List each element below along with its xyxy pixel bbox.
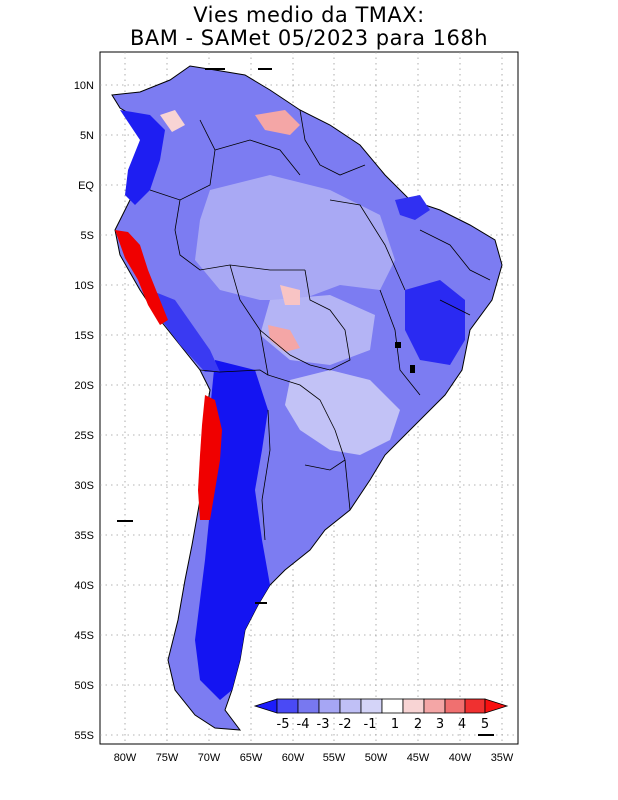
colorbar-label: -3 (317, 717, 330, 732)
lat-tick-label: 10N (74, 80, 94, 92)
colorbar-label: 1 (391, 717, 399, 732)
colorbar-label: -1 (364, 717, 377, 732)
lon-tick-label: 50W (365, 752, 388, 764)
colorbar-swatch (402, 698, 425, 714)
lon-tick-label: 40W (449, 752, 472, 764)
lat-tick-label: 10S (74, 280, 94, 292)
colorbar-label: 3 (436, 717, 444, 732)
strong-negative-bias-region (120, 110, 165, 205)
colorbar-swatch (423, 698, 446, 714)
colorbar-swatch (318, 698, 341, 714)
country-borders (149, 109, 491, 541)
positive-bias-region (255, 110, 300, 135)
colorbar-labels: -5 -4 -3 -2 -1 1 2 3 4 5 (277, 717, 490, 732)
lat-tick-label: 50S (74, 680, 94, 692)
colorbar-swatch (339, 698, 362, 714)
lat-tick-label: 5S (81, 230, 94, 242)
light-bias-region (285, 370, 400, 455)
lat-tick-label: EQ (78, 180, 94, 192)
latitude-axis: 10N 5N EQ 5S 10S 15S 20S 25S 30S 35S 40S… (74, 80, 95, 742)
lat-tick-label: 5N (80, 130, 94, 142)
colorbar-label: 2 (414, 717, 422, 732)
lon-tick-label: 35W (491, 752, 514, 764)
lat-tick-label: 55S (74, 730, 94, 742)
colorbar (253, 698, 509, 714)
lat-tick-label: 15S (74, 330, 94, 342)
map-title-line-1: Vies medio da TMAX: (193, 3, 425, 27)
lon-tick-label: 60W (282, 752, 305, 764)
map-title-line-2: BAM - SAMet 05/2023 para 168h (129, 26, 489, 50)
colorbar-swatch (381, 698, 404, 714)
positive-bias-region (268, 325, 300, 352)
lon-tick-label: 70W (198, 752, 221, 764)
lat-tick-label: 25S (74, 430, 94, 442)
strong-negative-bias-region (150, 290, 220, 372)
colorbar-swatch (464, 698, 486, 714)
lat-tick-label: 40S (74, 580, 94, 592)
colorbar-label: 5 (481, 717, 489, 732)
lat-tick-label: 35S (74, 530, 94, 542)
colorbar-max-arrow (484, 698, 509, 714)
colorbar-swatch (360, 698, 383, 714)
strong-negative-bias-region (395, 195, 430, 220)
lat-tick-label: 45S (74, 630, 94, 642)
lon-tick-label: 75W (156, 752, 179, 764)
colorbar-label: -2 (339, 717, 352, 732)
colorbar-swatch (444, 698, 466, 714)
coastline-details (117, 68, 494, 736)
lat-tick-label: 20S (74, 380, 94, 392)
lon-tick-label: 65W (240, 752, 263, 764)
light-bias-region (195, 175, 395, 300)
lat-tick-label: 30S (74, 480, 94, 492)
positive-bias-region (280, 285, 300, 305)
lon-tick-label: 45W (407, 752, 430, 764)
positive-bias-region (115, 230, 168, 325)
longitude-axis: 80W 75W 70W 65W 60W 55W 50W 45W 40W 35W (114, 752, 514, 764)
colorbar-label: -5 (277, 717, 290, 732)
colorbar-label: 4 (458, 717, 466, 732)
lon-tick-label: 55W (323, 752, 346, 764)
colorbar-swatch (297, 698, 320, 714)
lon-tick-label: 80W (114, 752, 137, 764)
strong-negative-bias-region (405, 280, 465, 365)
positive-bias-region (198, 395, 222, 520)
colorbar-label: -4 (297, 717, 310, 732)
positive-bias-region (160, 110, 185, 132)
colorbar-swatch (276, 698, 299, 714)
